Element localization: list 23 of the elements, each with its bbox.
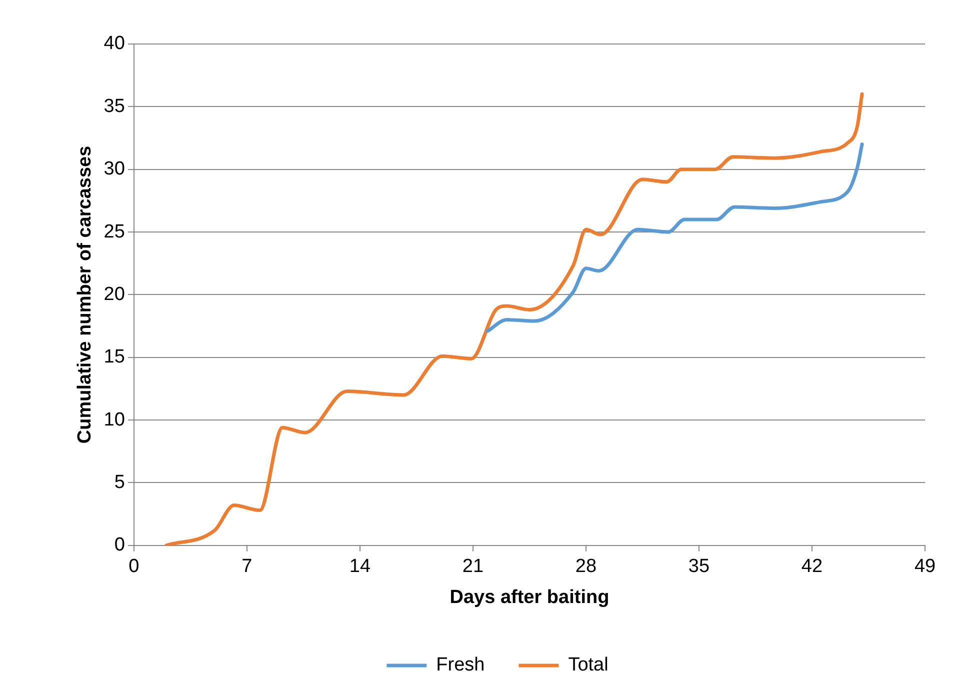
x-tick-label: 28 — [575, 556, 597, 578]
line-series — [164, 92, 864, 546]
x-tick-label: 0 — [128, 556, 140, 578]
x-axis-title: Days after baiting — [450, 586, 610, 608]
y-tick-label: 15 — [104, 346, 125, 368]
x-tick-label: 21 — [462, 556, 484, 578]
y-tick-label: 10 — [104, 409, 125, 430]
x-tick-label: 14 — [349, 556, 371, 578]
line-series — [486, 142, 864, 333]
y-tick-label: 40 — [104, 33, 125, 54]
y-tick-label: 5 — [114, 472, 125, 493]
y-tick-label: 30 — [104, 158, 125, 180]
x-tick-label: 35 — [688, 556, 710, 578]
x-tick-label: 42 — [801, 556, 823, 578]
y-tick-label: 20 — [104, 284, 125, 305]
legend-label: Fresh — [436, 654, 485, 676]
y-tick-label: 35 — [104, 96, 125, 117]
x-tick-label: 49 — [914, 556, 936, 578]
x-tick-label: 7 — [242, 556, 252, 578]
y-axis-title: Cumulative number of carcasses — [74, 146, 96, 444]
y-tick-label: 25 — [104, 221, 125, 242]
y-tick-label: 0 — [114, 534, 125, 556]
legend-label: Total — [568, 654, 608, 676]
